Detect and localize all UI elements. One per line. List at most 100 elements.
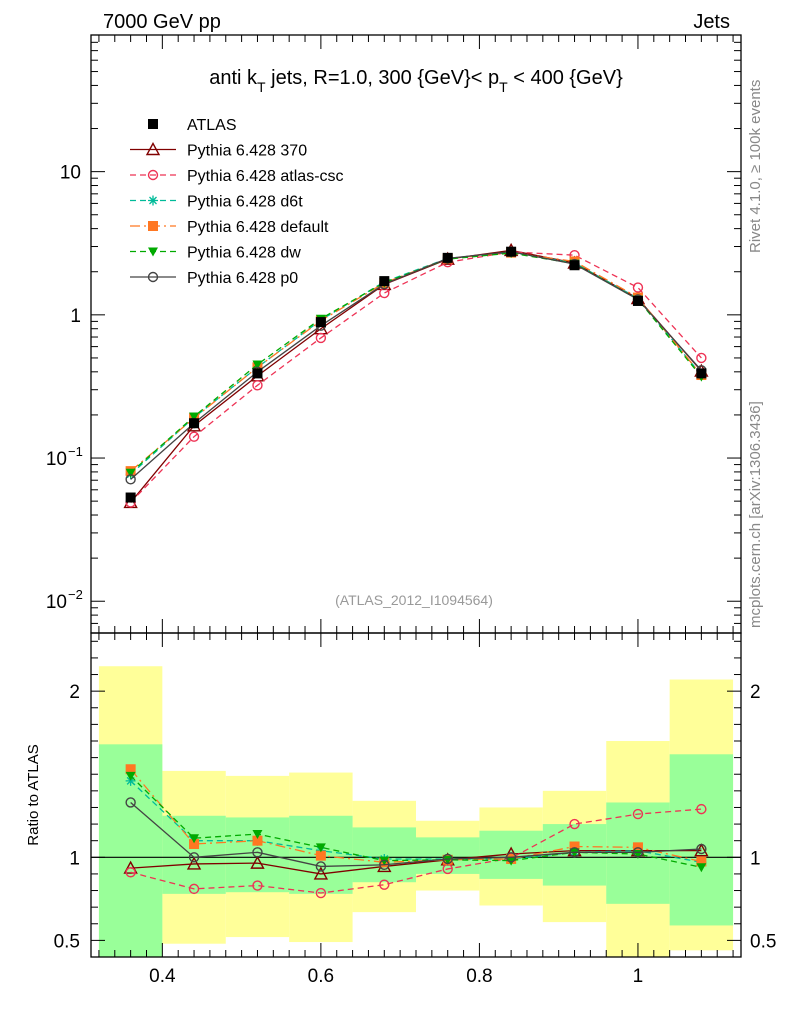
legend-marker-pythia-6-428-dw: [148, 247, 158, 257]
legend-marker-pythia-6-428-d6t: [148, 195, 158, 206]
series-line-pythia-6-428-default: [130, 251, 702, 472]
legend-label-pythia-6-428-d6t: Pythia 6.428 d6t: [187, 194, 303, 211]
point-pythia-6-428-atlas-csc: [188, 431, 200, 442]
ratio-point-pythia-6-428-p0: [252, 847, 263, 858]
ratio-point-pythia-6-428-dw: [252, 830, 263, 840]
title-sub-kt: T: [257, 79, 266, 95]
point-pythia-6-428-atlas-csc: [632, 282, 644, 293]
ratio-y-tick-label-right: 2: [750, 682, 761, 703]
ratio-point-pythia-6-428-p0: [442, 853, 453, 865]
legend-label-pythia-6-428-default: Pythia 6.428 default: [187, 219, 329, 236]
point-atlas: [379, 276, 390, 287]
y-tick-label: 1: [70, 306, 81, 327]
ratio-point-pythia-6-428-370: [694, 843, 709, 857]
legend-marker-atlas: [148, 119, 158, 129]
ratio-point-pythia-6-428-p0: [696, 843, 707, 855]
point-atlas: [442, 252, 453, 263]
analysis-id: (ATLAS_2012_I1094564): [335, 592, 493, 608]
x-tick-label: 1: [633, 966, 644, 987]
point-pythia-6-428-dw: [125, 468, 136, 478]
point-atlas: [696, 368, 707, 379]
ratio-point-pythia-6-428-p0: [188, 852, 200, 863]
legend-label-pythia-6-428-dw: Pythia 6.428 dw: [187, 245, 301, 262]
title-post: < 400 {GeV}: [508, 67, 623, 89]
ratio-point-pythia-6-428-default: [189, 839, 200, 850]
point-pythia-6-428-dw: [189, 412, 200, 422]
point-atlas: [506, 246, 517, 257]
ratio-point-pythia-6-428-370: [250, 855, 265, 869]
ratio-point-pythia-6-428-default: [252, 835, 263, 846]
point-pythia-6-428-p0: [125, 474, 136, 485]
ratio-point-pythia-6-428-p0: [379, 859, 390, 870]
ratio-y-tick-label-right: 1: [750, 848, 761, 869]
x-tick-label: 0.6: [308, 966, 334, 987]
x-tick-label: 0.4: [149, 966, 176, 987]
ratio-point-pythia-6-428-atlas-csc: [252, 880, 263, 891]
legend-marker-pythia-6-428-atlas-csc: [147, 169, 159, 181]
ratio-point-pythia-6-428-atlas-csc: [632, 808, 644, 820]
ratio-line-pythia-6-428-p0: [130, 801, 702, 868]
ratio-point-pythia-6-428-dw: [315, 843, 326, 853]
legend-label-pythia-6-428-atlas-csc: Pythia 6.428 atlas-csc: [187, 168, 344, 185]
legend-label-pythia-6-428-p0: Pythia 6.428 p0: [187, 270, 298, 287]
ratio-point-pythia-6-428-p0: [505, 852, 517, 863]
y-tick-label: 10: [46, 449, 67, 470]
ratio-point-pythia-6-428-atlas-csc: [125, 867, 136, 878]
ratio-ylabel: Ratio to ATLAS: [25, 744, 42, 845]
ratio-point-pythia-6-428-370: [123, 860, 138, 874]
ratio-point-pythia-6-428-dw: [189, 834, 200, 844]
y-tick-label: 10: [60, 163, 81, 184]
ratio-point-pythia-6-428-default: [315, 850, 326, 861]
ratio-point-pythia-6-428-default: [696, 856, 707, 867]
uncertainty-bands: [98, 666, 734, 957]
ratio-point-pythia-6-428-dw: [379, 856, 390, 866]
ratio-y-tick-label-right: 0.5: [750, 931, 776, 952]
point-atlas: [189, 418, 200, 429]
ratio-point-pythia-6-428-370: [313, 866, 329, 880]
ratio-point-pythia-6-428-p0: [315, 861, 327, 872]
ratio-point-pythia-6-428-atlas-csc: [188, 883, 200, 895]
ratio-point-pythia-6-428-atlas-csc: [569, 818, 580, 830]
y-tick-label: 10: [46, 592, 67, 613]
ratio-point-pythia-6-428-atlas-csc: [379, 879, 390, 890]
x-tick-label: 0.8: [466, 966, 492, 987]
point-pythia-6-428-atlas-csc: [252, 380, 263, 391]
ratio-y-tick-label: 1: [69, 848, 80, 869]
ratio-point-pythia-6-428-atlas-csc: [696, 803, 707, 815]
ratio-y-tick-label: 0.5: [54, 931, 80, 952]
series-line-pythia-6-428-atlas-csc: [130, 251, 702, 503]
legend-label-atlas: ATLAS: [187, 117, 237, 134]
ratio-line-pythia-6-428-atlas-csc: [130, 808, 702, 894]
point-atlas: [569, 260, 580, 271]
ratio-line-pythia-6-428-d6t: [130, 780, 702, 863]
band-green-2: [225, 817, 290, 893]
series-line-pythia-6-428-370: [130, 249, 702, 503]
point-atlas: [252, 368, 263, 379]
series-line-pythia-6-428-p0: [130, 251, 702, 480]
point-atlas: [125, 492, 136, 503]
ratio-point-pythia-6-428-atlas-csc: [315, 887, 327, 899]
band-green-1: [162, 815, 226, 894]
ratio-line-pythia-6-428-default: [130, 768, 702, 863]
y-tick-exponent: −1: [68, 444, 83, 459]
process-label: Jets: [693, 11, 730, 33]
main-series: [123, 242, 709, 509]
ratio-line-pythia-6-428-dw: [130, 775, 702, 868]
legend: ATLAS Pythia 6.428 370 Pythia 6.428 atlas-…: [130, 117, 344, 287]
legend-label-pythia-6-428-370: Pythia 6.428 370: [187, 143, 307, 160]
title-mid: jets, R=1.0, 300 {GeV}< p: [266, 67, 500, 89]
chart-title: anti kT jets, R=1.0, 300 {GeV}< pT < 400…: [209, 67, 623, 95]
legend-marker-pythia-6-428-default: [148, 221, 158, 231]
ratio-series: [123, 764, 709, 899]
legend-marker-pythia-6-428-p0: [147, 271, 159, 283]
point-atlas: [315, 317, 326, 328]
point-atlas: [632, 295, 643, 306]
ratio-y-tick-label: 2: [69, 682, 80, 703]
rivet-version-label: Rivet 4.1.0, ≥ 100k events: [747, 80, 764, 253]
ratio-point-pythia-6-428-p0: [125, 797, 136, 808]
band-green-9: [669, 754, 734, 926]
legend-marker-pythia-6-428-370: [145, 142, 161, 156]
title-sub-pt: T: [499, 79, 508, 95]
